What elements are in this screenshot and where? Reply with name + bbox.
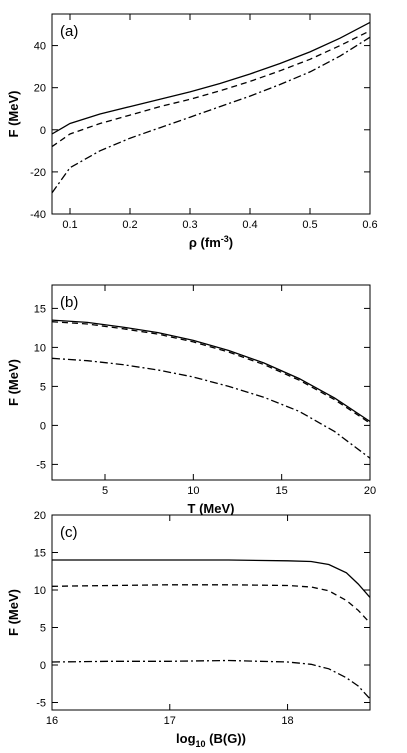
x-tick-label: 16 [46, 715, 58, 727]
y-tick-label: -40 [30, 209, 46, 221]
panel-label: (c) [60, 524, 78, 541]
y-tick-label: 20 [34, 510, 46, 522]
chart-panel-1: 5 10 15 20 -5 0 5 10 15 (b) F (MeV) T (MeV) [6, 284, 376, 516]
x-tick-label: 15 [276, 485, 288, 497]
y-tick-label: -5 [36, 459, 46, 471]
x-tick-label: 0.2 [122, 219, 137, 231]
series-line-solid [52, 559, 370, 598]
y-tick-label: 5 [40, 381, 46, 393]
plot-frame [51, 13, 371, 215]
y-tick-label: -20 [30, 167, 46, 179]
y-axis-title: F (MeV) [6, 589, 21, 636]
x-tick-label: 0.6 [362, 219, 377, 231]
series-line-dashdot [52, 659, 370, 700]
series-line-dashdot [52, 357, 370, 459]
x-tick-label: 20 [364, 485, 376, 497]
series-line-solid [52, 319, 370, 423]
y-tick-label: 0 [40, 660, 46, 672]
y-tick-label: 0 [40, 420, 46, 432]
y-axis-title: F (MeV) [6, 359, 21, 406]
x-tick-label: 0.1 [62, 219, 77, 231]
y-tick-label: 10 [34, 585, 46, 597]
y-tick-label: 40 [34, 41, 46, 53]
x-axis-title: T (MeV) [188, 501, 235, 516]
plot-frame [51, 284, 371, 481]
y-tick-label: 15 [34, 548, 46, 560]
y-tick-label: 0 [40, 125, 46, 137]
x-tick-label: 5 [102, 485, 108, 497]
y-tick-label: 5 [40, 623, 46, 635]
series-line-dashdot [52, 36, 370, 194]
x-tick-label: 17 [164, 715, 176, 727]
y-axis-title: F (MeV) [6, 91, 21, 138]
panel-label: (b) [60, 294, 78, 311]
y-tick-label: -5 [36, 698, 46, 710]
x-tick-label: 0.3 [182, 219, 197, 231]
y-tick-label: 20 [34, 83, 46, 95]
chart-panel-2: 16 17 18 -5 0 5 10 15 20 (c) F (MeV) log10 (B(G)) [6, 510, 371, 749]
panel-label: (a) [60, 23, 78, 40]
y-tick-label: 10 [34, 342, 46, 354]
x-tick-label: 10 [187, 485, 199, 497]
x-axis-title: ρ (fm-3) [189, 234, 233, 250]
x-tick-label: 0.5 [302, 219, 317, 231]
chart-panel-0: 0.1 0.2 0.3 0.4 0.5 0.6 -40 -20 0 20 40 (a) F (MeV) ρ… [6, 13, 378, 250]
plot-frame [51, 514, 371, 711]
series-line-solid [52, 21, 370, 135]
series-line-dashed [52, 321, 370, 424]
x-tick-label: 0.4 [242, 219, 257, 231]
series-line-dashed [52, 30, 370, 148]
y-tick-label: 15 [34, 303, 46, 315]
x-tick-label: 18 [281, 715, 293, 727]
x-axis-title: log10 (B(G)) [176, 731, 246, 749]
series-line-dashed [52, 584, 370, 624]
